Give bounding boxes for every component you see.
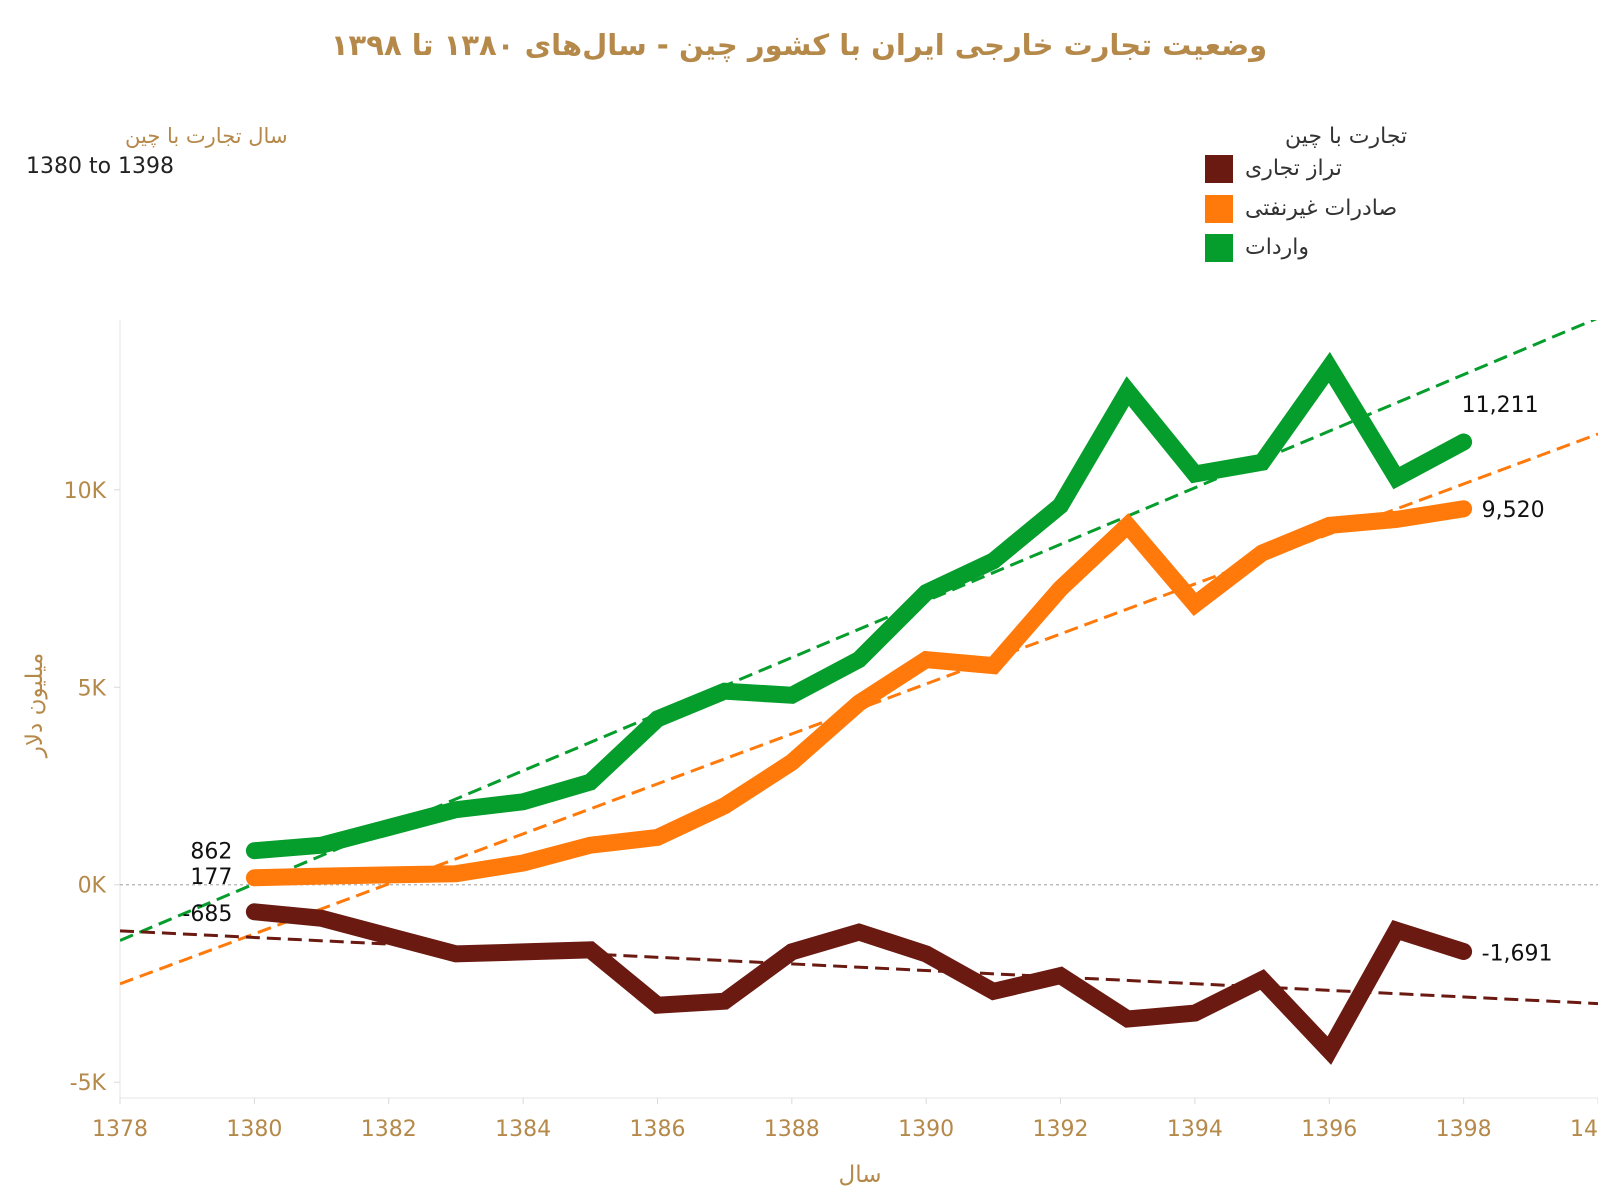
end-value-label: -1,691	[1482, 942, 1553, 967]
x-tick-label: 1386	[629, 1117, 685, 1142]
axes: -5K 0K 5K 10K 1378 1380 1382 1384 1386 1388 1390 13…	[64, 320, 1598, 1142]
year-filter-label: سال تجارت با چین	[125, 124, 288, 148]
series-line	[245, 500, 1473, 887]
legend-label: تراز تجاری	[1245, 156, 1342, 181]
y-tick-label: 5K	[78, 676, 107, 701]
legend-swatch	[1205, 195, 1233, 223]
end-value-label: 11,211	[1462, 393, 1539, 418]
trend-line	[120, 929, 1598, 1006]
x-tick-label: 1394	[1167, 1117, 1223, 1142]
data-labels: 11,211 862 9,520 177 -1,691 -685	[182, 393, 1552, 967]
legend-title: تجارت با چین	[1285, 124, 1408, 149]
y-tick-label: -5K	[70, 1071, 107, 1096]
x-tick-label: 1382	[361, 1117, 417, 1142]
x-tick-label: 1400	[1570, 1117, 1598, 1142]
series-line	[245, 351, 1473, 860]
x-tick-label: 1390	[898, 1117, 954, 1142]
x-tick-label: 1388	[764, 1117, 820, 1142]
legend-label: صادرات غیرنفتی	[1245, 196, 1398, 221]
series-line	[245, 903, 1473, 1065]
y-axis-title: میلیون دلار	[22, 653, 48, 758]
start-value-label: 177	[190, 865, 232, 890]
legend-swatch	[1205, 234, 1233, 262]
x-tick-label: 1378	[92, 1117, 148, 1142]
x-tick-label: 1396	[1301, 1117, 1357, 1142]
year-filter-range[interactable]: 1380 to 1398	[26, 154, 175, 179]
x-tick-label: 1380	[226, 1117, 282, 1142]
legend-swatch	[1205, 155, 1233, 183]
y-tick-label: 0K	[78, 874, 107, 899]
series-lines	[245, 351, 1473, 1065]
start-value-label: -685	[182, 902, 232, 927]
y-tick-label: 10K	[64, 479, 107, 504]
x-tick-label: 1384	[495, 1117, 551, 1142]
x-tick-label: 1392	[1033, 1117, 1089, 1142]
legend-label: واردات	[1245, 235, 1309, 260]
chart-title: وضعیت تجارت خارجی ایران با کشور چین - سا…	[330, 28, 1268, 62]
start-value-label: 862	[190, 840, 232, 865]
x-tick-label: 1398	[1436, 1117, 1492, 1142]
x-axis-title: سال	[839, 1162, 882, 1188]
end-value-label: 9,520	[1482, 498, 1545, 523]
trend-line	[120, 320, 1598, 942]
